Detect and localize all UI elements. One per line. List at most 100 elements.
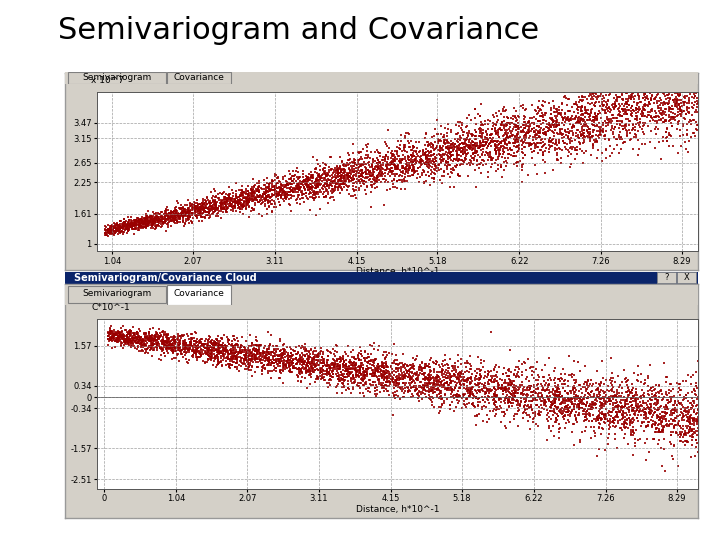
Point: [658, 435, 670, 443]
Point: [541, 386, 553, 394]
Point: [135, 215, 147, 224]
Point: [177, 208, 189, 217]
Point: [139, 340, 150, 349]
Point: [534, 132, 545, 141]
Point: [575, 130, 586, 139]
Point: [314, 365, 325, 374]
Point: [498, 370, 509, 379]
Point: [353, 148, 364, 157]
Point: [395, 371, 406, 380]
Point: [405, 375, 417, 383]
Point: [345, 376, 356, 385]
Point: [439, 373, 451, 381]
Point: [601, 105, 613, 114]
Point: [565, 370, 577, 379]
Point: [496, 408, 508, 416]
Point: [230, 347, 242, 356]
Point: [379, 373, 391, 381]
Point: [603, 136, 615, 144]
Point: [292, 188, 304, 197]
Point: [312, 373, 324, 381]
Point: [274, 357, 285, 366]
Point: [145, 331, 157, 340]
Point: [251, 185, 262, 193]
Point: [186, 330, 198, 339]
Point: [354, 369, 366, 377]
Text: X: X: [684, 273, 690, 282]
Point: [510, 388, 521, 397]
Point: [354, 369, 366, 378]
Point: [375, 379, 387, 387]
Point: [559, 138, 570, 147]
Point: [369, 174, 380, 183]
Point: [535, 120, 546, 129]
Point: [204, 205, 215, 214]
Point: [631, 99, 642, 107]
Point: [686, 103, 698, 112]
Point: [621, 387, 633, 396]
Point: [398, 177, 410, 185]
Point: [534, 117, 546, 125]
Point: [567, 142, 579, 151]
Point: [492, 152, 504, 161]
Point: [251, 194, 262, 202]
Point: [688, 93, 699, 102]
Point: [616, 389, 628, 397]
Point: [410, 381, 422, 390]
Point: [678, 93, 690, 102]
Point: [279, 188, 290, 197]
Point: [284, 367, 296, 376]
Point: [283, 195, 294, 204]
Point: [162, 343, 174, 352]
Point: [298, 357, 310, 366]
Point: [670, 99, 681, 108]
Point: [355, 182, 366, 191]
Point: [510, 126, 521, 134]
Point: [621, 98, 632, 106]
Point: [611, 402, 622, 410]
Point: [333, 165, 344, 173]
Point: [134, 336, 145, 345]
Point: [292, 349, 303, 358]
Point: [594, 92, 606, 100]
Point: [629, 411, 641, 420]
Point: [606, 110, 618, 119]
Point: [418, 371, 429, 380]
Point: [366, 188, 377, 197]
Point: [620, 429, 631, 438]
Point: [171, 202, 182, 211]
Point: [302, 367, 314, 376]
Point: [632, 151, 644, 160]
Point: [274, 183, 285, 192]
Point: [353, 163, 364, 171]
Point: [511, 131, 523, 139]
Point: [172, 332, 184, 341]
Point: [243, 366, 254, 375]
Point: [680, 430, 691, 439]
Point: [257, 190, 269, 198]
Point: [197, 202, 208, 211]
Point: [270, 346, 282, 355]
Point: [294, 359, 305, 368]
Point: [505, 393, 516, 401]
Point: [334, 161, 346, 170]
Point: [116, 327, 127, 335]
Point: [341, 171, 353, 180]
Point: [356, 370, 367, 379]
Point: [302, 182, 313, 191]
Point: [294, 173, 305, 181]
Point: [366, 171, 378, 179]
Point: [235, 205, 247, 213]
Point: [116, 224, 127, 233]
Point: [498, 150, 509, 159]
Point: [423, 360, 435, 368]
Point: [692, 417, 703, 426]
Point: [289, 171, 300, 180]
Point: [665, 380, 676, 389]
Point: [312, 183, 323, 191]
Point: [582, 123, 594, 131]
Point: [329, 182, 341, 191]
Point: [636, 111, 648, 120]
Point: [345, 364, 356, 373]
Point: [380, 161, 392, 170]
